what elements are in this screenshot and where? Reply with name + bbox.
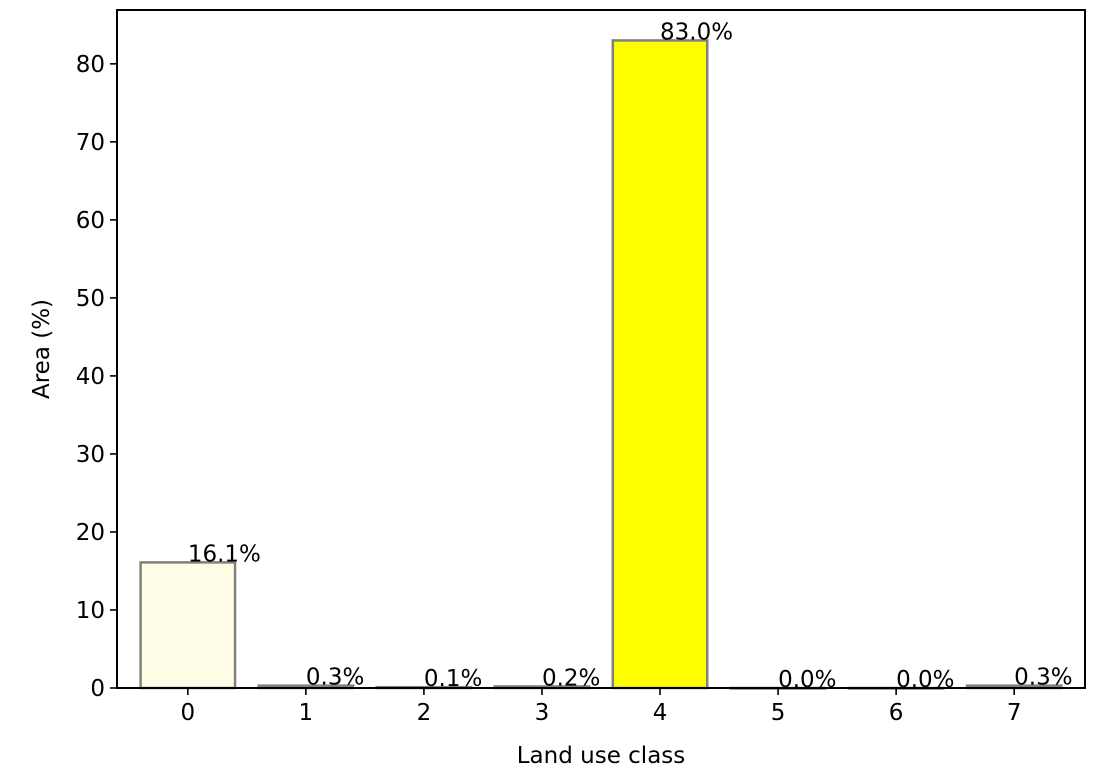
x-axis-label: Land use class: [517, 743, 686, 769]
bar-value-label: 16.1%: [188, 541, 261, 567]
y-tick-label: 20: [76, 520, 105, 546]
x-axis: 0 1 2 3 4 5 6 7: [181, 688, 1022, 726]
x-tick-label: 4: [653, 700, 668, 726]
x-tick-label: 7: [1007, 700, 1022, 726]
y-axis-label: Area (%): [29, 299, 55, 399]
y-tick-label: 70: [76, 130, 105, 156]
x-tick-label: 5: [771, 700, 786, 726]
bar-class-0: [139, 561, 237, 690]
y-tick-label: 0: [90, 676, 105, 702]
y-tick-label: 60: [76, 208, 105, 234]
x-tick-label: 2: [417, 700, 432, 726]
x-tick-label: 0: [181, 700, 196, 726]
bar-value-label: 83.0%: [660, 19, 733, 45]
x-tick-label: 3: [535, 700, 550, 726]
bar-value-label: 0.3%: [1014, 665, 1072, 691]
x-tick-label: 6: [889, 700, 904, 726]
bar-value-label: 0.0%: [896, 667, 954, 693]
y-tick-label: 40: [76, 364, 105, 390]
x-tick-label: 1: [299, 700, 314, 726]
plot-frame: [116, 9, 1086, 689]
y-tick-label: 50: [76, 286, 105, 312]
bar-class-4: [611, 39, 709, 690]
bars-layer: [139, 39, 1063, 690]
y-tick-label: 80: [76, 52, 105, 78]
y-axis: 0 10 20 30 40 50 60 70 80: [76, 52, 117, 702]
bar-value-label: 0.3%: [306, 665, 364, 691]
y-tick-label: 10: [76, 598, 105, 624]
bar-value-label: 0.0%: [778, 667, 836, 693]
y-tick-label: 30: [76, 442, 105, 468]
